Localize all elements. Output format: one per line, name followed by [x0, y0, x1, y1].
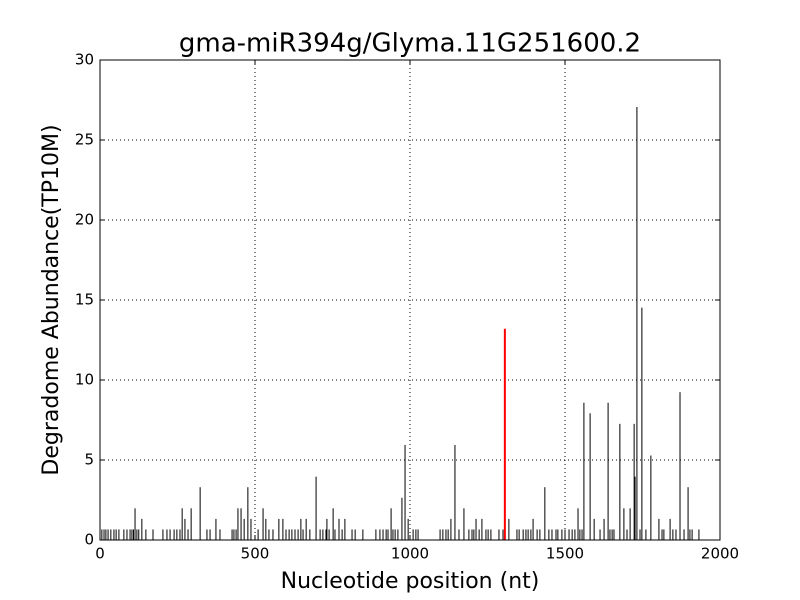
- y-tick-label: 0: [84, 531, 94, 549]
- y-tick-label: 15: [75, 291, 94, 309]
- x-tick-label: 2000: [701, 545, 739, 563]
- plot-frame: [99, 59, 721, 541]
- y-tick-label: 30: [75, 51, 94, 69]
- chart-title: gma-miR394g/Glyma.11G251600.2: [179, 29, 641, 59]
- y-tick-label: 10: [75, 371, 94, 389]
- x-tick-label: 1500: [546, 545, 584, 563]
- x-tick-label: 0: [95, 545, 105, 563]
- y-tick-label: 25: [75, 131, 94, 149]
- y-tick-label: 20: [75, 211, 94, 229]
- x-tick-label: 500: [241, 545, 270, 563]
- y-tick-label: 5: [84, 451, 94, 469]
- y-axis-label: Degradome Abundance(TP10M): [39, 124, 64, 475]
- x-tick-label: 1000: [391, 545, 429, 563]
- x-axis-label: Nucleotide position (nt): [281, 569, 540, 594]
